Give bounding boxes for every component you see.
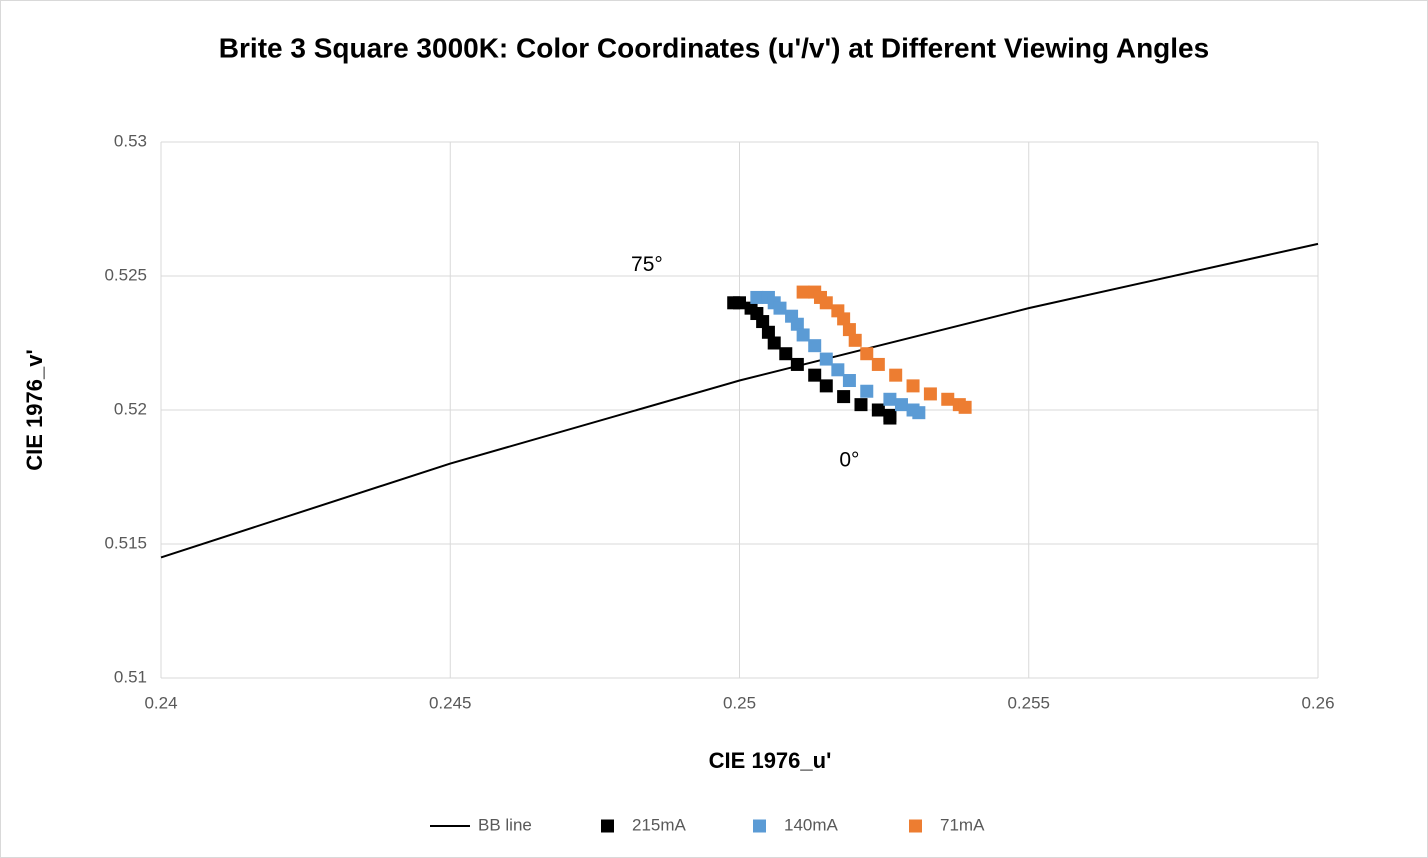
y-tick-label: 0.53 xyxy=(114,131,147,150)
annotation: 0° xyxy=(839,448,859,471)
marker xyxy=(889,368,903,382)
marker xyxy=(883,392,897,406)
marker xyxy=(773,301,787,315)
marker xyxy=(819,296,833,310)
marker xyxy=(750,290,764,304)
marker xyxy=(837,312,851,326)
marker xyxy=(796,328,810,342)
marker xyxy=(837,390,851,404)
legend-label: 140mA xyxy=(784,815,839,834)
marker xyxy=(958,400,972,414)
y-tick-label: 0.52 xyxy=(114,399,147,418)
x-tick-label: 0.24 xyxy=(144,693,177,712)
marker xyxy=(923,387,937,401)
y-axis-label: CIE 1976_v' xyxy=(22,349,47,470)
marker xyxy=(756,315,770,329)
marker xyxy=(842,323,856,337)
y-tick-label: 0.51 xyxy=(114,667,147,686)
legend-label: 215mA xyxy=(632,815,687,834)
marker xyxy=(871,357,885,371)
y-tick-label: 0.525 xyxy=(104,265,147,284)
marker xyxy=(906,379,920,393)
x-axis-label: CIE 1976_u' xyxy=(709,748,832,773)
marker xyxy=(860,384,874,398)
marker xyxy=(842,374,856,388)
x-tick-label: 0.255 xyxy=(1007,693,1050,712)
marker xyxy=(761,325,775,339)
marker xyxy=(819,379,833,393)
chart-title: Brite 3 Square 3000K: Color Coordinates … xyxy=(219,32,1209,63)
marker xyxy=(779,347,793,361)
marker xyxy=(819,352,833,366)
marker xyxy=(831,363,845,377)
marker xyxy=(912,406,926,420)
x-tick-label: 0.25 xyxy=(723,693,756,712)
marker xyxy=(883,408,897,422)
y-tick-label: 0.515 xyxy=(104,533,147,552)
marker xyxy=(808,339,822,353)
marker xyxy=(733,296,746,310)
annotation: 75° xyxy=(631,253,663,276)
marker xyxy=(790,357,804,371)
bb-line xyxy=(160,242,1319,559)
marker xyxy=(796,285,810,299)
marker xyxy=(854,398,868,412)
x-tick-label: 0.245 xyxy=(429,693,472,712)
marker xyxy=(894,398,908,412)
legend-swatch xyxy=(601,819,614,833)
marker xyxy=(767,336,781,350)
marker xyxy=(848,333,862,347)
legend-label: 71mA xyxy=(940,815,985,834)
marker xyxy=(871,403,885,417)
marker xyxy=(941,392,955,406)
legend-swatch xyxy=(753,819,766,833)
marker xyxy=(808,368,822,382)
legend-label: BB line xyxy=(478,815,532,834)
legend-swatch xyxy=(909,819,922,833)
x-tick-label: 0.26 xyxy=(1301,693,1334,712)
marker xyxy=(790,317,804,331)
marker xyxy=(860,347,874,361)
